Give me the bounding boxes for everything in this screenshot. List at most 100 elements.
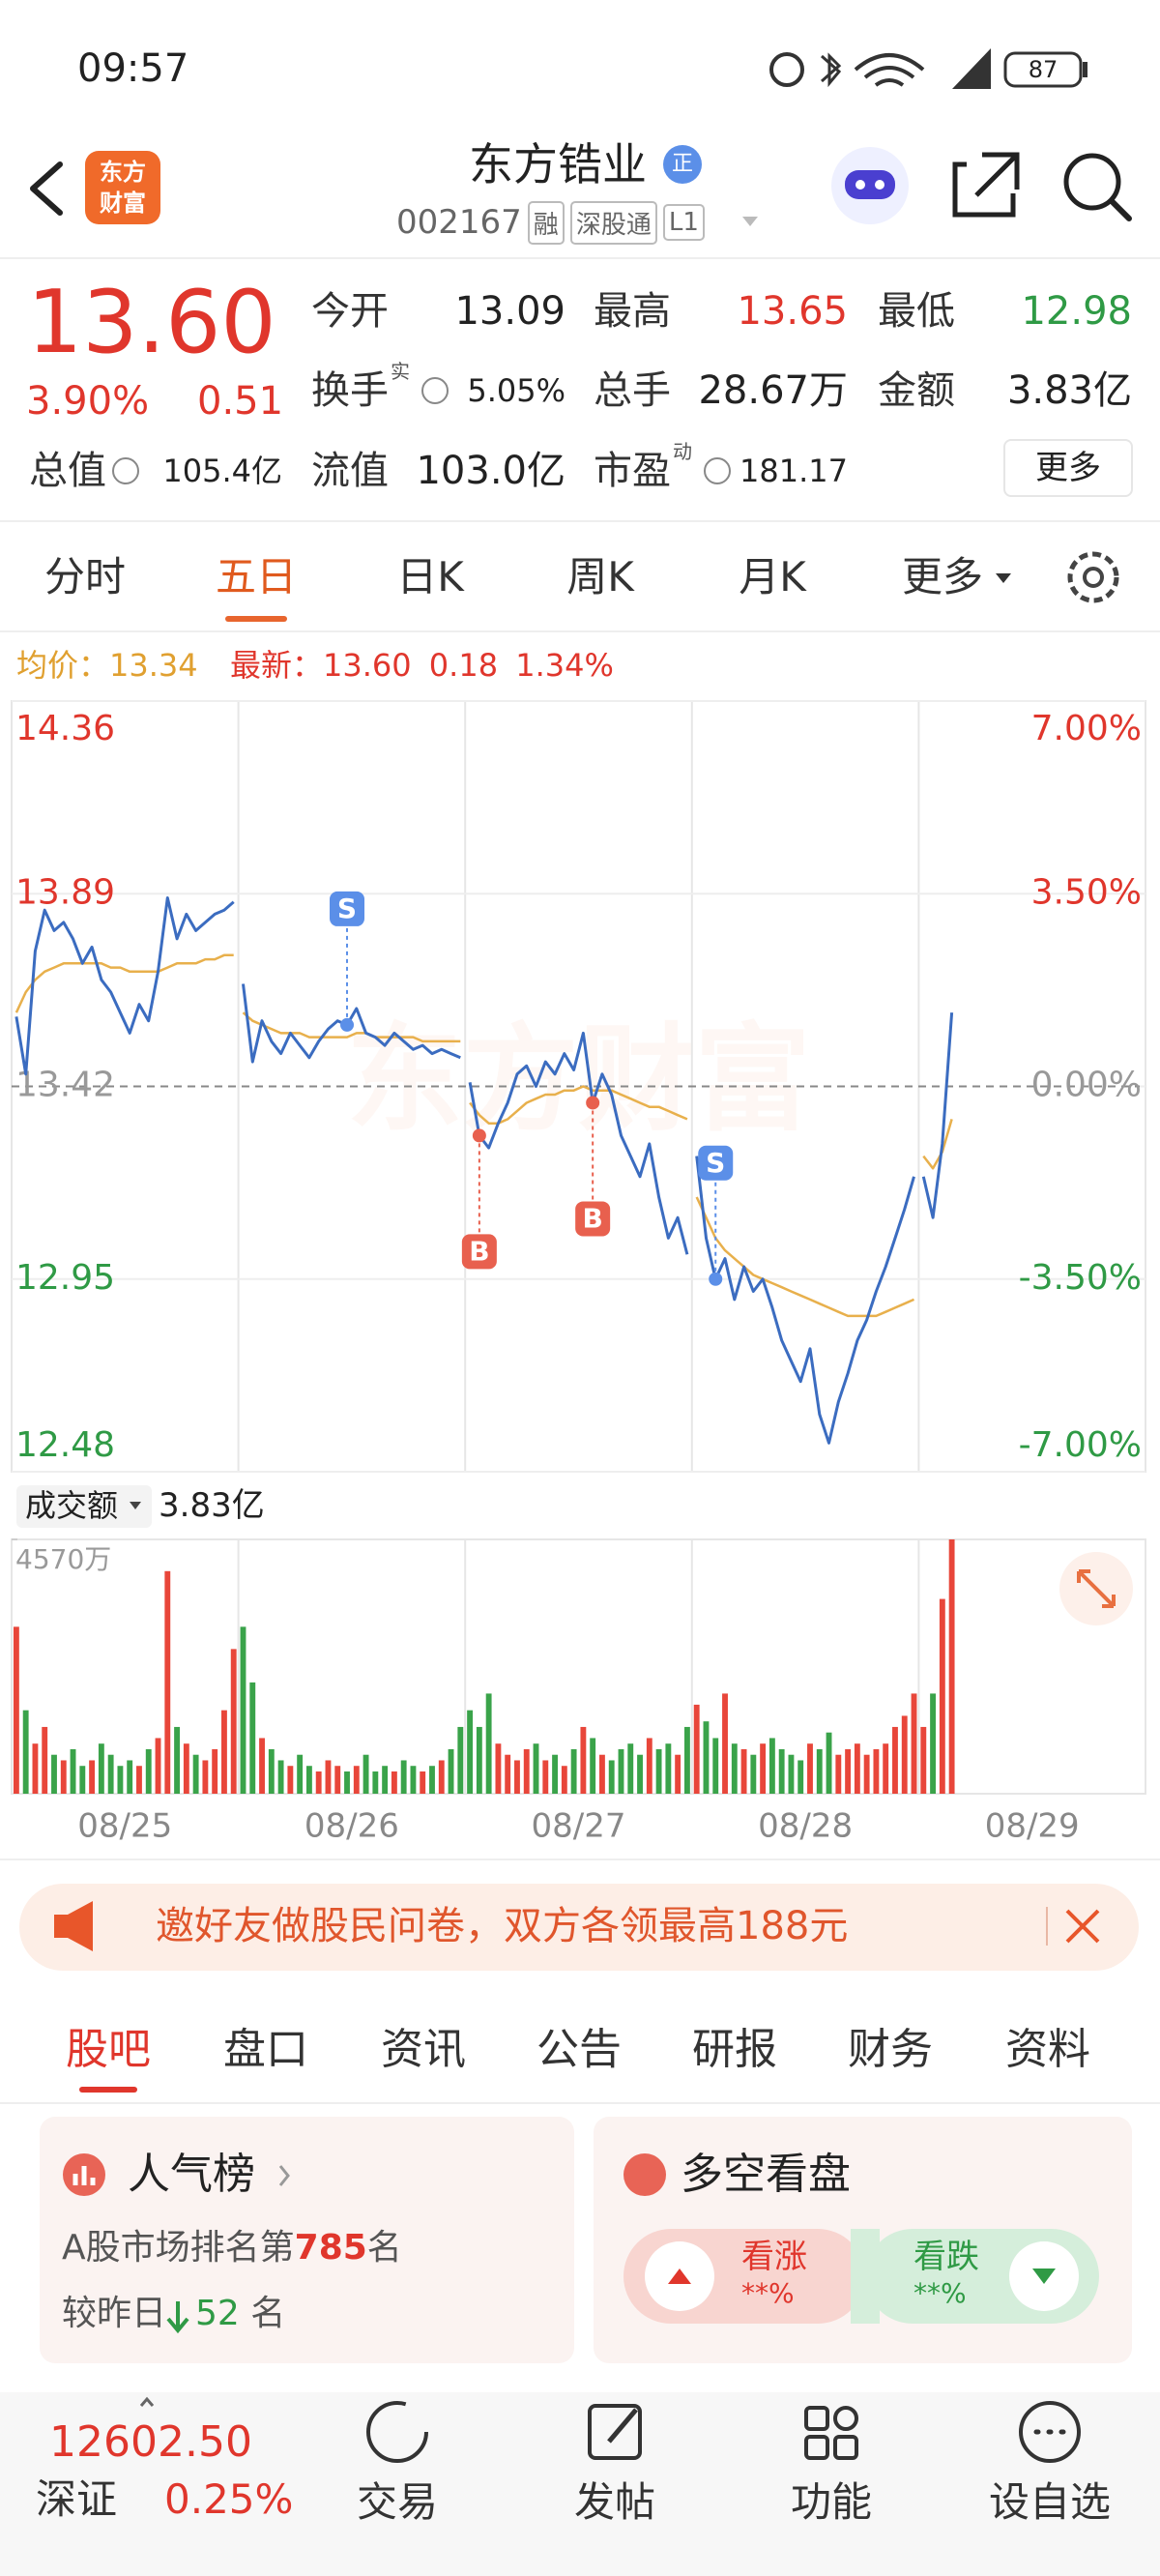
info-icon: [112, 457, 139, 484]
volume-bar: [315, 1771, 322, 1794]
more-button[interactable]: 更多: [1003, 439, 1133, 497]
chevron: [278, 2165, 290, 2186]
divider: [0, 257, 1160, 259]
volume-bar: [98, 1743, 104, 1794]
volume-bar: [382, 1766, 389, 1794]
banner-bg[interactable]: [19, 1884, 1139, 1971]
section-tab[interactable]: 公告: [536, 2025, 622, 2074]
trade-icon: [366, 2401, 428, 2463]
index-value[interactable]: 12602.50: [49, 2417, 252, 2467]
compare-line: 较昨日 52 名: [62, 2297, 285, 2331]
volume-bar: [618, 1748, 624, 1794]
section-tab[interactable]: 资料: [1005, 2025, 1090, 2074]
post-icon: [588, 2404, 642, 2460]
nav-item[interactable]: 交易: [356, 2478, 439, 2526]
search-icon[interactable]: [1063, 153, 1121, 211]
volume-bar: [192, 1754, 199, 1794]
y-tick-label: 12.48: [15, 1425, 115, 1465]
bluetooth-icon: [821, 52, 842, 88]
volume-bar: [325, 1760, 332, 1794]
logo-text: 财富: [100, 190, 146, 217]
volume-bar: [807, 1743, 813, 1794]
volume-selector[interactable]: [16, 1485, 152, 1528]
volume-bar: [259, 1738, 265, 1794]
field-label: 金额: [878, 368, 955, 413]
up-triangle: [668, 2269, 691, 2284]
popularity-title: 人气榜: [128, 2150, 255, 2199]
volume-bar: [420, 1771, 426, 1794]
volume-bar: [826, 1732, 832, 1794]
volume-bar: [145, 1748, 152, 1794]
index-name[interactable]: 深证: [36, 2475, 118, 2523]
chart-tab[interactable]: 五日: [215, 553, 298, 600]
share-icon[interactable]: [952, 152, 1020, 218]
volume-bar: [873, 1748, 880, 1794]
volume-bar: [703, 1721, 710, 1794]
close-icon[interactable]: [1065, 1909, 1100, 1944]
volume-name[interactable]: 成交额: [25, 1487, 119, 1524]
y2-tick-label: -3.50%: [1019, 1258, 1142, 1298]
section-tab[interactable]: 资讯: [381, 2025, 466, 2074]
down-arrow: [166, 2301, 189, 2334]
bull-label: 看涨: [741, 2238, 807, 2276]
volume-bar: [164, 1570, 171, 1794]
chart-tab[interactable]: 更多: [901, 553, 984, 600]
volume-bar: [287, 1766, 294, 1794]
volume-bar: [740, 1748, 747, 1794]
chart-tab[interactable]: 日K: [396, 553, 464, 600]
robot-face: [845, 170, 895, 199]
volume-bar: [590, 1738, 596, 1794]
back-icon[interactable]: [30, 161, 63, 216]
volume-bar: [51, 1754, 57, 1794]
dropdown-icon: [130, 1502, 141, 1509]
volume-bar: [221, 1710, 227, 1794]
avg-label: 均价：13.34: [16, 650, 198, 681]
volume-bar: [608, 1760, 615, 1794]
field-value: 5.05%: [467, 372, 566, 409]
field-label: 总手: [594, 368, 671, 413]
field-value: 105.4亿: [162, 453, 282, 489]
x-tick-label: 08/27: [532, 1807, 626, 1846]
banner-text[interactable]: 邀好友做股民问卷，双方各领最高188元: [156, 1904, 849, 1948]
watchlist-icon: [1019, 2401, 1081, 2463]
volume-bar: [892, 1726, 898, 1794]
chart-tab[interactable]: 周K: [566, 553, 634, 600]
volume-bar: [240, 1626, 246, 1794]
nav-item[interactable]: 发帖: [573, 2478, 656, 2526]
section-tab[interactable]: 研报: [692, 2025, 777, 2074]
vs-icon: [624, 2153, 666, 2196]
index-change[interactable]: 0.25%: [164, 2475, 294, 2523]
y2-tick-label: 0.00%: [1031, 1066, 1142, 1105]
avg-label-text: 均价：: [16, 647, 110, 684]
latest-value: 13.60: [323, 647, 412, 684]
section-tab[interactable]: 股吧: [66, 2025, 151, 2074]
y-tick-label: 13.89: [15, 872, 115, 912]
volume-bar: [816, 1748, 823, 1794]
section-tab[interactable]: 财务: [848, 2025, 933, 2074]
popularity-card[interactable]: [40, 2117, 574, 2363]
battery: [1003, 51, 1083, 88]
active-tab-underline: [79, 2087, 137, 2093]
volume-bar: [362, 1754, 369, 1794]
volume-bar: [438, 1760, 445, 1794]
field-label: 最低: [878, 289, 955, 334]
section-tab[interactable]: 盘口: [223, 2025, 308, 2074]
chart-tab[interactable]: 月K: [739, 553, 806, 600]
trade-marker: [575, 1201, 611, 1237]
volume-bar: [939, 1598, 945, 1794]
avg-value: 13.34: [109, 647, 198, 684]
settings-icon-core: [1083, 567, 1104, 588]
price-line: [695, 1156, 915, 1445]
robot-eye: [875, 180, 884, 190]
settings-icon[interactable]: [1067, 551, 1119, 603]
field-value: 181.17: [740, 453, 848, 489]
nav-item[interactable]: 功能: [790, 2478, 873, 2526]
popularity-icon-bars: [72, 2166, 96, 2185]
bear-label: 看跌: [914, 2238, 979, 2276]
volume-bar: [305, 1766, 312, 1794]
nav-item[interactable]: 设自选: [988, 2478, 1112, 2526]
volume-bar: [13, 1626, 19, 1794]
chart-tab[interactable]: 分时: [44, 553, 127, 600]
